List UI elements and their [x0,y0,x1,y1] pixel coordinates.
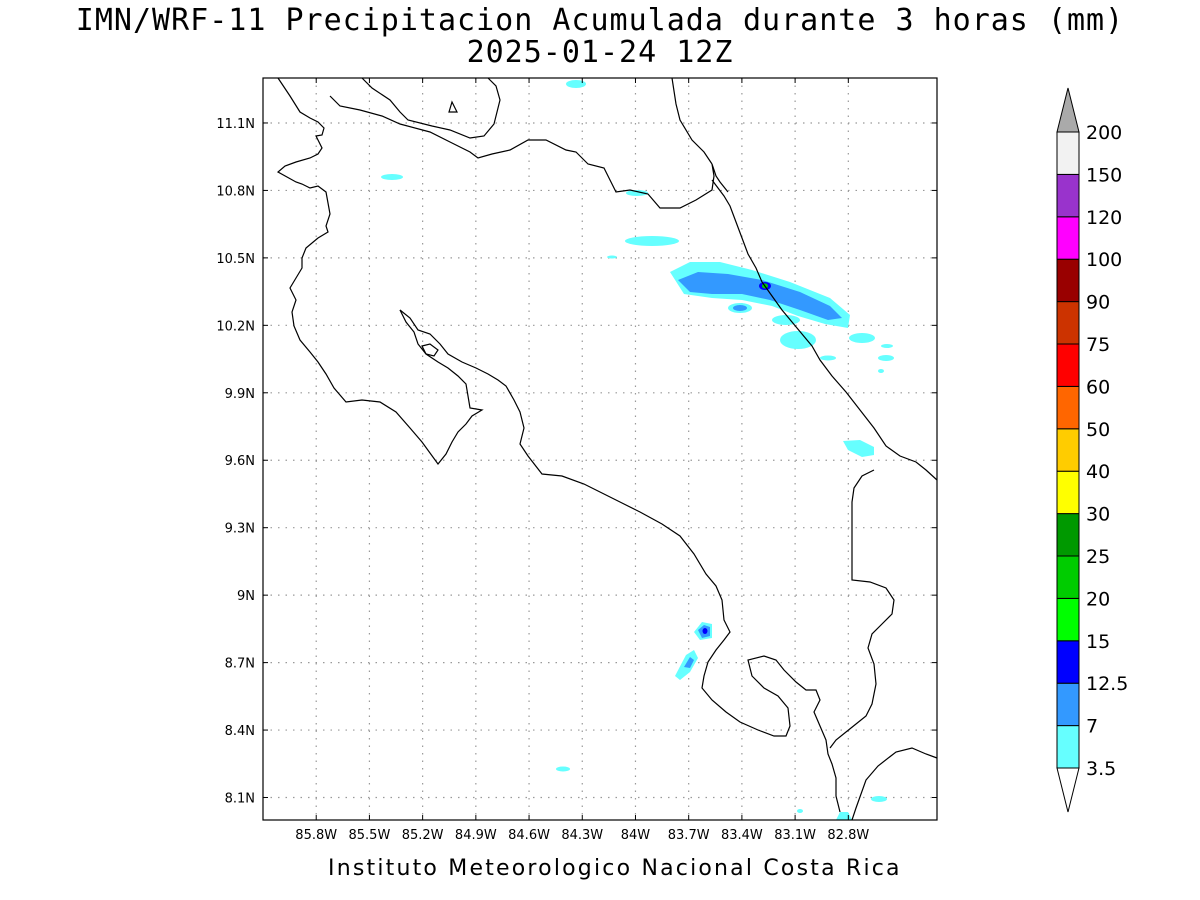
pacific-coast-nicoya [276,77,484,465]
colorbar-label: 20 [1086,588,1110,610]
colorbar-segment [1056,385,1080,430]
colorbar-label: 7 [1086,716,1098,738]
panama-border [829,469,895,749]
footer-institution: Instituto Meteorologico Nacional Costa R… [328,856,902,881]
precip-area [626,190,648,196]
colorbar-label: 75 [1086,334,1110,356]
colorbar-segment [1056,258,1080,303]
colorbar-segment [1056,682,1080,727]
lat-tick-label: 9.9N [225,387,255,402]
island [448,100,458,113]
lon-tick-label: 82.8W [827,828,869,843]
precip-area [566,80,586,88]
colorbar-label: 90 [1086,292,1110,314]
precip-area [871,796,887,802]
lon-tick-label: 83.4W [721,828,763,843]
colorbar-label: 12.5 [1086,673,1128,695]
precip-area [878,369,884,373]
lake-nicaragua-shore [361,77,501,139]
colorbar-segment [1056,301,1080,345]
axis-ticks: 85.8W 85.5W 85.2W 84.9W 84.6W 84.3W 84W 83.7W 83… [216,78,937,843]
precip-area [684,657,694,668]
precip-area [625,236,679,246]
lat-tick-label: 11.1N [216,117,255,132]
precip-area [820,355,836,361]
colorbar-under-triangle [1056,767,1080,813]
lon-tick-label: 84.6W [508,828,550,843]
colorbar-label: 15 [1086,631,1110,653]
map-title: IMN/WRF-11 Precipitacion Acumulada duran… [75,3,1125,38]
colorbar-label: 100 [1086,249,1122,271]
island-chira [421,343,439,357]
lat-tick-label: 10.2N [216,319,255,334]
map-background [263,78,937,820]
precip-area [797,809,803,813]
san-juan-river [671,77,713,165]
coastlines-borders [276,77,938,821]
precip-area [780,331,816,349]
precip-area [678,272,842,320]
colorbar-segment [1056,470,1080,515]
colorbar-segment [1056,343,1080,387]
precip-area [733,305,747,311]
precip-area [702,628,708,634]
map-panel: 85.8W 85.5W 85.2W 84.9W 84.6W 84.3W 84W 83.7W 83… [216,77,938,843]
colorbar-segment [1056,640,1080,684]
colorbar-label: 150 [1086,164,1122,186]
lat-tick-label: 9N [237,589,255,604]
colorbar-segment [1056,173,1080,218]
lon-tick-label: 85.2W [402,828,444,843]
lat-tick-label: 8.4N [225,724,255,739]
lon-tick-label: 85.8W [295,828,337,843]
lat-tick-label: 10.8N [216,184,255,199]
precip-area [878,355,894,361]
map-subtitle-date: 2025-01-24 12Z [466,35,734,70]
colorbar-label: 200 [1086,122,1122,144]
precip-area [556,766,570,772]
lat-tick-label: 8.1N [225,792,255,807]
lon-tick-label: 84W [621,828,651,843]
precip-area [881,344,893,348]
nicaragua-border [329,95,729,209]
lat-tick-label: 8.7N [225,657,255,672]
colorbar-segment [1056,216,1080,260]
panama-coast [851,747,938,821]
colorbar-label: 3.5 [1086,758,1116,780]
colorbar-segment [1056,131,1080,175]
colorbar-label: 30 [1086,504,1110,526]
lat-tick-label: 9.3N [225,522,255,537]
colorbar-segment [1056,428,1080,472]
colorbar-label: 50 [1086,419,1110,441]
colorbar-label: 40 [1086,461,1110,483]
lat-tick-label: 10.5N [216,252,255,267]
colorbar-segment [1056,555,1080,599]
colorbar-segment [1056,725,1080,769]
colorbar-over-triangle [1056,87,1080,133]
lat-tick-label: 9.6N [225,454,255,469]
lon-tick-label: 83.1W [774,828,816,843]
lon-tick-label: 83.7W [668,828,710,843]
precip-field [381,80,894,820]
lon-tick-label: 85.5W [349,828,391,843]
lon-tick-label: 84.3W [561,828,603,843]
map-frame [262,77,938,821]
precip-area [849,333,875,343]
colorbar-segment [1056,513,1080,557]
lon-tick-label: 84.9W [455,828,497,843]
colorbar-label: 25 [1086,546,1110,568]
colorbar-label: 120 [1086,207,1122,229]
colorbar-segment [1056,597,1080,642]
precip-area [843,440,874,457]
pacific-coast-south [399,309,841,813]
caribbean-coast [711,179,938,481]
precip-area [381,174,403,180]
colorbar-label: 60 [1086,376,1110,398]
precip-area [607,255,617,259]
colorbar-legend: 3.5 7 12.5 15 20 25 30 40 50 60 75 90 100 120 150 200 [1056,87,1128,813]
precip-area [772,315,800,325]
